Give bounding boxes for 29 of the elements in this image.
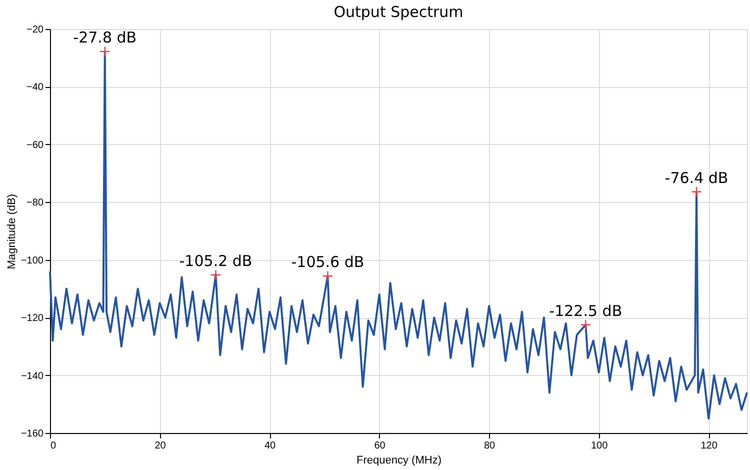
x-tick-label: 60 xyxy=(374,440,386,452)
point xyxy=(691,186,702,198)
annotation: -76.4 dB xyxy=(664,168,728,187)
x-tick-label: 100 xyxy=(590,440,608,452)
point xyxy=(322,270,334,282)
x-tick-label: 120 xyxy=(700,440,718,452)
y-tick-label: −40 xyxy=(26,82,44,94)
y-tick-label: −120 xyxy=(20,313,44,324)
y-tick-label: −80 xyxy=(26,198,44,209)
annotation: -105.2 dB xyxy=(179,252,252,270)
annotation: -122.5 dB xyxy=(549,302,622,320)
x-axis-title: Frequency (MHz) xyxy=(356,454,442,466)
y-tick-label: −140 xyxy=(20,370,44,382)
point xyxy=(580,319,591,330)
chart-title: Output Spectrum xyxy=(334,3,464,21)
point xyxy=(210,270,222,280)
x-tick-label: 0 xyxy=(50,440,56,452)
x-tick-label: 40 xyxy=(264,440,276,452)
x-tick-label: 80 xyxy=(484,440,496,452)
y-tick-label: −20 xyxy=(26,24,44,36)
y-tick-label: −60 xyxy=(26,140,44,151)
x-tick-label: 20 xyxy=(154,440,166,452)
y-tick-label: −160 xyxy=(20,428,44,440)
y-axis-title: Magnitude (dB) xyxy=(6,194,18,270)
annotation: -27.8 dB xyxy=(73,28,137,47)
line-series xyxy=(49,50,748,420)
y-tick-label: −100 xyxy=(20,255,44,266)
point xyxy=(100,46,110,57)
annotation: -105.6 dB xyxy=(291,253,364,272)
